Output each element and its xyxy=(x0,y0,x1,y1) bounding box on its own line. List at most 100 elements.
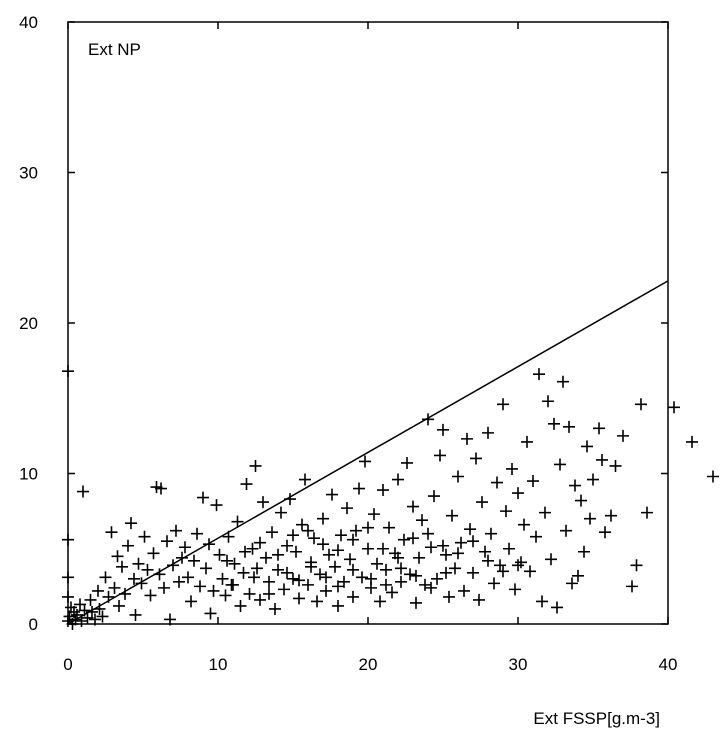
data-point xyxy=(422,413,434,426)
data-point xyxy=(210,499,223,512)
data-point xyxy=(512,487,524,500)
data-point xyxy=(530,530,542,543)
data-point xyxy=(539,506,551,519)
data-point xyxy=(200,562,212,575)
axis-tick-labels: 0 10 20 30 40 0 10 20 30 40 xyxy=(19,13,677,674)
data-point xyxy=(311,595,323,608)
data-point xyxy=(135,577,148,590)
data-point xyxy=(138,530,151,543)
data-point xyxy=(344,553,356,566)
data-point xyxy=(362,542,374,555)
data-point xyxy=(320,584,332,597)
data-point xyxy=(203,538,215,551)
y-tick-label: 20 xyxy=(19,314,38,333)
data-point xyxy=(216,572,229,585)
data-point xyxy=(305,560,317,573)
data-point xyxy=(437,423,449,436)
data-point xyxy=(237,566,250,579)
data-point xyxy=(266,526,278,539)
data-point xyxy=(155,482,167,495)
data-point xyxy=(630,559,643,572)
data-point xyxy=(470,452,482,465)
data-point xyxy=(527,475,539,488)
data-point xyxy=(587,473,599,486)
data-point xyxy=(536,595,548,608)
data-point xyxy=(332,544,344,557)
data-point xyxy=(395,575,407,588)
data-point xyxy=(362,521,374,534)
data-point xyxy=(197,491,209,504)
data-point xyxy=(506,462,518,475)
data-point xyxy=(566,577,578,590)
data-point xyxy=(132,557,145,570)
data-point xyxy=(204,607,217,620)
data-point xyxy=(488,577,500,590)
data-point xyxy=(446,509,458,522)
data-point xyxy=(371,557,383,570)
data-point xyxy=(323,548,335,561)
x-tick-label: 10 xyxy=(209,655,228,674)
data-point xyxy=(62,590,74,603)
y-tick-label: 0 xyxy=(29,615,38,634)
data-point xyxy=(141,563,154,576)
data-point xyxy=(374,595,386,608)
data-point xyxy=(569,479,581,492)
data-point xyxy=(455,536,467,549)
data-point xyxy=(467,535,479,548)
data-point xyxy=(551,601,563,614)
y-tick-label: 40 xyxy=(19,13,38,32)
data-point xyxy=(476,496,488,509)
data-point xyxy=(296,518,308,531)
data-point xyxy=(509,583,521,596)
data-point xyxy=(62,533,74,546)
data-point xyxy=(213,548,226,561)
data-point xyxy=(170,524,182,537)
data-point xyxy=(158,581,170,594)
axis-ticks xyxy=(67,21,669,625)
data-point xyxy=(584,512,596,525)
data-point xyxy=(129,608,142,621)
data-point xyxy=(287,529,299,542)
data-point xyxy=(93,602,106,615)
data-point xyxy=(293,574,305,587)
data-point xyxy=(581,440,593,453)
data-point xyxy=(347,533,359,546)
data-point xyxy=(605,509,617,522)
data-point xyxy=(377,484,389,497)
data-point xyxy=(332,580,344,593)
data-point xyxy=(593,422,605,435)
data-point xyxy=(707,470,719,483)
data-point xyxy=(84,593,97,606)
data-point xyxy=(563,420,575,433)
data-point xyxy=(392,473,404,486)
data-point xyxy=(254,536,266,549)
data-point xyxy=(377,542,389,555)
data-point xyxy=(437,539,449,552)
data-point xyxy=(308,532,320,545)
reference-line xyxy=(67,280,669,625)
data-point xyxy=(194,580,206,593)
data-point xyxy=(290,545,302,558)
data-point xyxy=(425,581,437,594)
data-point xyxy=(275,506,287,519)
data-point xyxy=(554,458,566,471)
data-point xyxy=(425,541,437,554)
data-point xyxy=(617,429,629,442)
data-point xyxy=(78,604,91,617)
data-point xyxy=(326,488,338,501)
data-point xyxy=(410,596,422,609)
data-point xyxy=(356,571,368,584)
data-point xyxy=(533,368,545,381)
data-point xyxy=(248,571,260,584)
data-point xyxy=(386,586,398,599)
data-point xyxy=(176,551,188,564)
data-point xyxy=(314,568,326,581)
data-point xyxy=(219,589,232,602)
data-point xyxy=(392,551,404,564)
data-point xyxy=(182,571,194,584)
data-point xyxy=(81,611,94,624)
data-point xyxy=(222,530,235,543)
data-point xyxy=(263,575,275,588)
data-point xyxy=(260,551,272,564)
